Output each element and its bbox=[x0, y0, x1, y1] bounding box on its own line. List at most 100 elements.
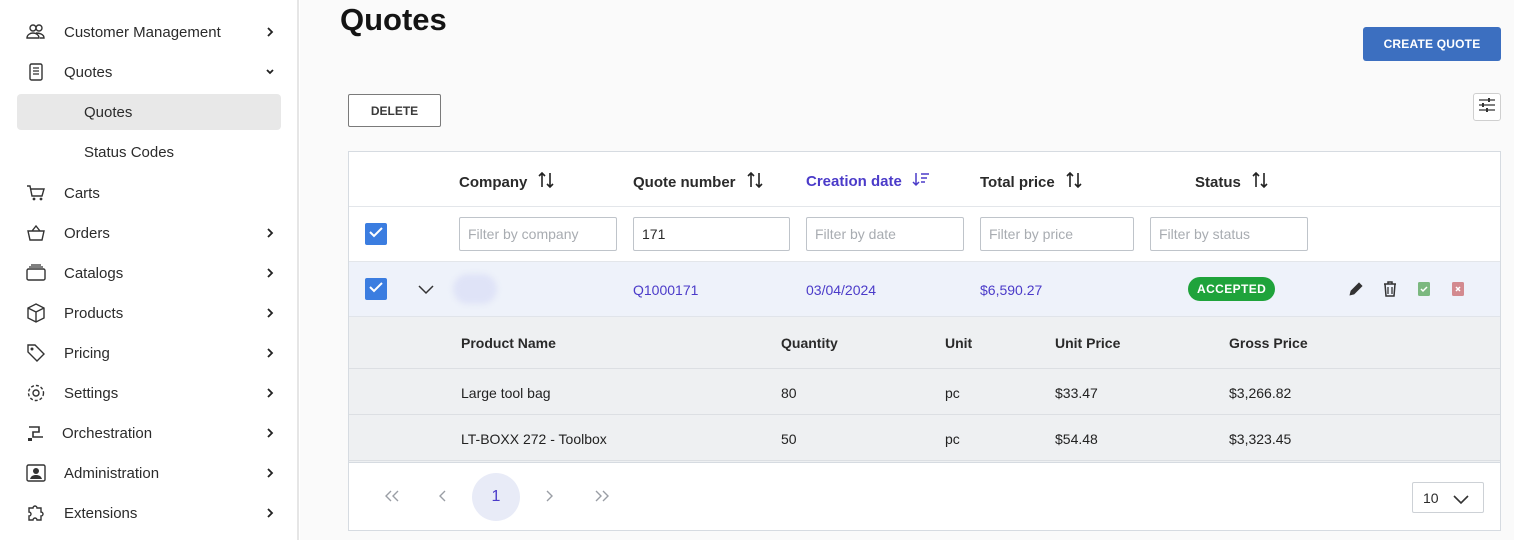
table-row[interactable]: Q1000171 03/04/2024 $6,590.27 ACCEPTED bbox=[349, 262, 1500, 317]
last-page-icon[interactable] bbox=[594, 489, 610, 505]
quantity-cell: 80 bbox=[781, 385, 797, 401]
document-icon bbox=[26, 62, 46, 82]
nav-label: Orders bbox=[64, 224, 110, 242]
users-icon bbox=[26, 22, 46, 42]
gross-price-cell: $3,323.45 bbox=[1229, 431, 1292, 447]
nav-orchestration[interactable]: Orchestration bbox=[0, 415, 297, 451]
pagination: 1 10 bbox=[349, 462, 1500, 530]
filter-row bbox=[349, 207, 1500, 262]
trash-icon[interactable] bbox=[1380, 279, 1400, 299]
column-status[interactable]: Status bbox=[1195, 171, 1269, 193]
nav-products[interactable]: Products bbox=[0, 295, 297, 331]
nav-quotes[interactable]: Quotes bbox=[0, 54, 297, 90]
nav-customer-management[interactable]: Customer Management bbox=[0, 14, 297, 50]
delete-button[interactable]: DELETE bbox=[348, 94, 441, 127]
check-icon bbox=[369, 225, 383, 243]
column-creation-date[interactable]: Creation date bbox=[806, 171, 930, 191]
nav-carts[interactable]: Carts bbox=[0, 175, 297, 211]
column-company[interactable]: Company bbox=[459, 171, 555, 193]
page-size-value: 10 bbox=[1423, 489, 1439, 506]
column-label: Creation date bbox=[806, 172, 902, 190]
chevron-right-icon bbox=[264, 227, 276, 239]
page-number-current[interactable]: 1 bbox=[472, 473, 520, 521]
first-page-icon[interactable] bbox=[384, 489, 400, 505]
product-name-cell: LT-BOXX 272 - Toolbox bbox=[461, 431, 607, 447]
filter-status-input[interactable] bbox=[1150, 217, 1308, 251]
chevron-right-icon bbox=[264, 307, 276, 319]
nav-label: Products bbox=[64, 304, 124, 322]
select-all-checkbox[interactable] bbox=[365, 223, 387, 245]
header-quantity: Quantity bbox=[781, 335, 838, 351]
subnav-label: Status Codes bbox=[84, 144, 175, 161]
subnav-status-codes[interactable]: Status Codes bbox=[17, 134, 281, 170]
quote-number-link[interactable]: Q1000171 bbox=[633, 282, 699, 298]
reject-x-icon[interactable] bbox=[1448, 279, 1468, 299]
filter-price-input[interactable] bbox=[980, 217, 1134, 251]
nav-label: Carts bbox=[64, 184, 100, 202]
header-gross-price: Gross Price bbox=[1229, 335, 1308, 351]
next-page-icon[interactable] bbox=[545, 489, 553, 505]
header-unit: Unit bbox=[945, 335, 973, 351]
box-icon bbox=[26, 303, 46, 323]
nav-label: Administration bbox=[64, 464, 160, 482]
filter-company-input[interactable] bbox=[459, 217, 617, 251]
chevron-right-icon bbox=[264, 507, 276, 519]
nav-label: Extensions bbox=[64, 504, 138, 522]
nav-label: Catalogs bbox=[64, 264, 124, 282]
orchestration-icon bbox=[26, 423, 46, 443]
page-title: Quotes bbox=[340, 2, 447, 37]
filter-date-input[interactable] bbox=[806, 217, 964, 251]
nav-label: Settings bbox=[64, 384, 119, 402]
column-total-price[interactable]: Total price bbox=[980, 171, 1083, 193]
header-product-name: Product Name bbox=[461, 335, 556, 351]
edit-pencil-icon[interactable] bbox=[1346, 279, 1366, 299]
status-badge: ACCEPTED bbox=[1188, 277, 1276, 301]
sort-icon bbox=[1251, 171, 1269, 193]
filter-quote-number-input[interactable] bbox=[633, 217, 790, 251]
column-label: Total price bbox=[980, 173, 1055, 191]
row-checkbox[interactable] bbox=[365, 278, 387, 300]
collapse-chevron-icon[interactable] bbox=[418, 282, 434, 300]
subnav-label: Quotes bbox=[84, 104, 133, 121]
chevron-down-icon bbox=[1453, 492, 1469, 508]
basket-icon bbox=[26, 223, 46, 243]
catalog-icon bbox=[26, 263, 46, 283]
column-label: Status bbox=[1195, 173, 1241, 191]
nav-label: Customer Management bbox=[64, 23, 221, 41]
check-icon bbox=[369, 280, 383, 298]
sort-icon bbox=[746, 171, 764, 193]
nav-administration[interactable]: Administration bbox=[0, 455, 297, 491]
line-item-row: LT-BOXX 272 - Toolbox 50 pc $54.48 $3,32… bbox=[349, 415, 1500, 461]
nav-pricing[interactable]: Pricing bbox=[0, 335, 297, 371]
creation-date-cell: 03/04/2024 bbox=[806, 282, 877, 298]
total-price-cell: $6,590.27 bbox=[980, 282, 1043, 298]
chevron-right-icon bbox=[264, 427, 276, 439]
column-settings-button[interactable] bbox=[1473, 93, 1501, 121]
gross-price-cell: $3,266.82 bbox=[1229, 385, 1292, 401]
page-size-select[interactable]: 10 bbox=[1412, 482, 1484, 513]
sidebar: Customer Management Quotes Quotes Status… bbox=[0, 0, 299, 540]
main-content: Quotes CREATE QUOTE DELETE Company Quote… bbox=[300, 0, 1514, 540]
line-items-header: Product Name Quantity Unit Unit Price Gr… bbox=[349, 317, 1500, 369]
nav-extensions[interactable]: Extensions bbox=[0, 495, 297, 531]
subnav-quotes[interactable]: Quotes bbox=[17, 94, 281, 130]
chevron-right-icon bbox=[264, 267, 276, 279]
column-label: Company bbox=[459, 173, 528, 191]
chevron-right-icon bbox=[264, 467, 276, 479]
unit-price-cell: $54.48 bbox=[1055, 431, 1098, 447]
nav-orders[interactable]: Orders bbox=[0, 215, 297, 251]
nav-settings[interactable]: Settings bbox=[0, 375, 297, 411]
unit-cell: pc bbox=[945, 385, 960, 401]
cart-icon bbox=[26, 183, 46, 203]
quantity-cell: 50 bbox=[781, 431, 797, 447]
gear-icon bbox=[26, 383, 46, 403]
line-items-table: Product Name Quantity Unit Unit Price Gr… bbox=[349, 317, 1500, 462]
create-quote-button[interactable]: CREATE QUOTE bbox=[1363, 27, 1501, 61]
product-name-cell: Large tool bag bbox=[461, 385, 551, 401]
accept-check-icon[interactable] bbox=[1414, 279, 1434, 299]
nav-catalogs[interactable]: Catalogs bbox=[0, 255, 297, 291]
chevron-right-icon bbox=[264, 26, 276, 38]
nav-label: Pricing bbox=[64, 344, 110, 362]
column-quote-number[interactable]: Quote number bbox=[633, 171, 764, 193]
prev-page-icon[interactable] bbox=[439, 489, 447, 505]
